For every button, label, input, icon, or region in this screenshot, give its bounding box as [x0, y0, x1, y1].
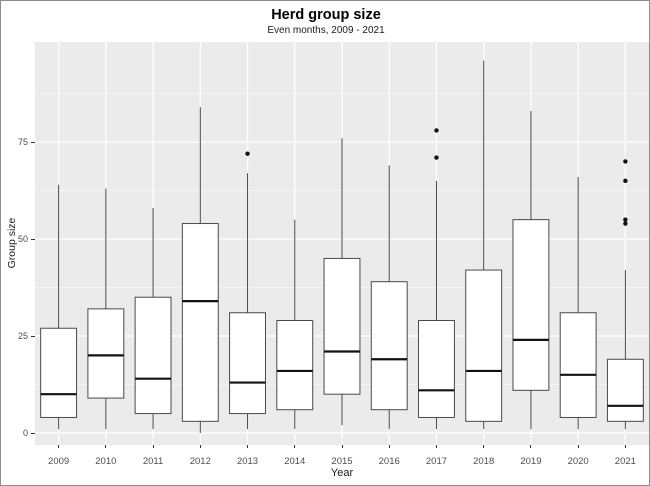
x-tick-label: 2016 [378, 456, 400, 467]
outlier-point [434, 128, 439, 133]
box-2016 [370, 281, 408, 411]
box-2015 [323, 257, 361, 395]
box-2018 [465, 269, 503, 422]
y-tick-label: 75 [17, 137, 28, 148]
x-tick-mark [247, 445, 249, 448]
x-axis-title: Year [330, 467, 354, 479]
box-2017 [418, 319, 455, 418]
outlier-point [434, 155, 439, 160]
x-tick-label: 2009 [48, 456, 70, 467]
x-tick-label: 2011 [142, 456, 164, 467]
y-tick-label: 50 [17, 234, 28, 245]
x-tick-mark [341, 445, 343, 448]
x-tick-label: 2014 [284, 456, 306, 467]
box-2012 [181, 223, 219, 422]
x-tick-mark [105, 445, 107, 448]
box-2020 [559, 312, 597, 418]
outlier-point [623, 178, 628, 184]
box-2011 [134, 296, 172, 415]
box-2019 [512, 219, 550, 391]
outlier-point [623, 217, 628, 222]
x-tick-label: 2012 [189, 456, 211, 467]
outlier-point [245, 151, 250, 156]
y-tick-mark [31, 239, 35, 241]
chart-subtitle: Even months, 2009 - 2021 [267, 25, 385, 36]
y-tick-label: 25 [17, 331, 28, 341]
x-tick-label: 2010 [95, 456, 117, 467]
x-tick-mark [388, 445, 390, 448]
x-tick-mark [483, 445, 485, 448]
x-tick-label: 2017 [425, 456, 448, 467]
x-tick-mark [624, 445, 626, 448]
x-tick-mark [530, 445, 532, 448]
x-tick-mark [199, 445, 201, 448]
plot-panel [35, 42, 649, 445]
outlier-point [623, 221, 628, 226]
chart-title: Herd group size [271, 7, 381, 23]
y-tick-mark [31, 432, 35, 434]
box-2014 [276, 319, 314, 411]
y-tick-mark [31, 336, 35, 337]
x-tick-mark [58, 445, 60, 448]
x-tick-mark [294, 445, 296, 448]
x-tick-label: 2015 [331, 456, 353, 467]
boxplot-canvas [35, 42, 649, 445]
x-tick-mark [435, 445, 437, 448]
y-tick-mark [31, 142, 35, 144]
y-tick-label: 0 [22, 427, 28, 438]
x-tick-mark [577, 445, 579, 448]
box-2013 [229, 312, 266, 415]
box-2021 [606, 358, 644, 422]
x-tick-label: 2019 [520, 456, 542, 467]
x-tick-label: 2020 [567, 456, 589, 467]
outlier-point [623, 159, 628, 164]
x-tick-label: 2013 [236, 456, 259, 467]
x-tick-mark [152, 445, 154, 448]
x-tick-label: 2021 [614, 456, 636, 467]
x-tick-label: 2018 [473, 456, 495, 467]
box-2010 [87, 308, 125, 399]
box-2009 [40, 327, 78, 418]
